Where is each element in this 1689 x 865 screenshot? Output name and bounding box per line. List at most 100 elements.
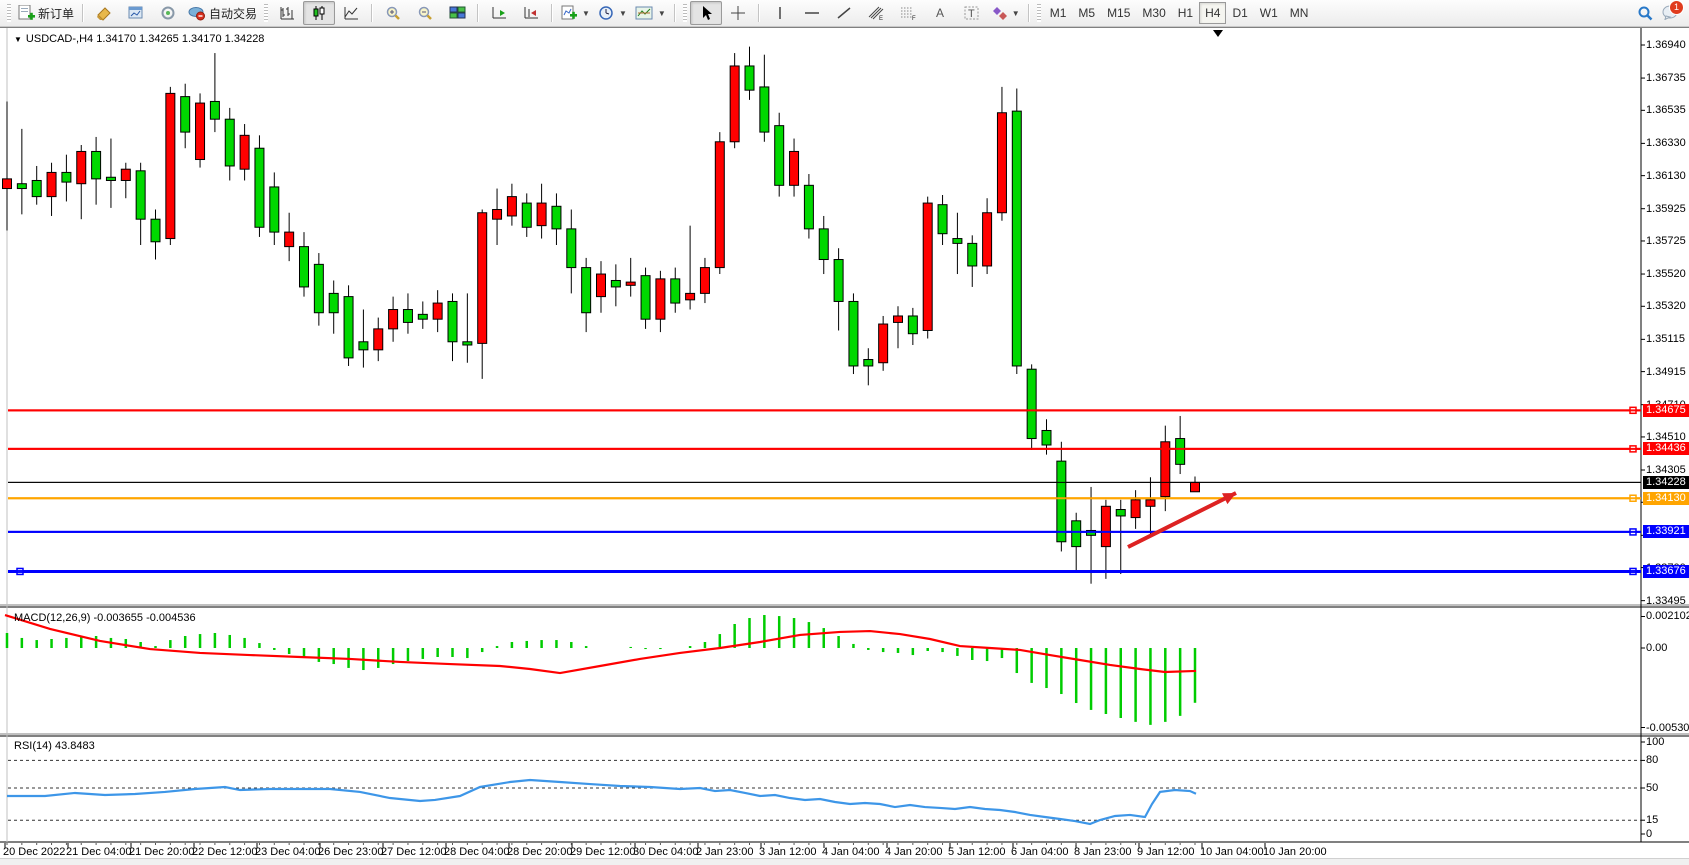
notification-button[interactable]: 1 — [1661, 0, 1684, 23]
cursor-icon — [702, 6, 712, 20]
indicators-button[interactable]: ▼ — [557, 1, 594, 25]
time-axis-label: 10 Jan 04:00 — [1200, 846, 1264, 858]
toolbar-separator — [551, 4, 554, 22]
chart-shift-icon — [524, 7, 538, 19]
toolbar-separator — [1027, 4, 1030, 22]
rsi-axis-tick: 80 — [1646, 754, 1659, 767]
chart-window: ▼ USDCAD-,H4 1.34170 1.34265 1.34170 1.34… — [0, 27, 1689, 859]
period-clock-icon — [599, 6, 613, 20]
tile-windows-icon — [449, 6, 466, 19]
timeframe-button-m30[interactable]: M30 — [1142, 6, 1166, 20]
trendline-icon — [837, 7, 851, 19]
annotation-arrow — [1127, 491, 1237, 549]
toolbar-separator — [82, 4, 85, 22]
indicators-dropdown-caret[interactable]: ▼ — [582, 8, 590, 18]
vertical-line-button[interactable] — [764, 1, 796, 25]
chart-window-button[interactable] — [120, 1, 152, 25]
toolbar-grip[interactable] — [682, 4, 687, 22]
cursor-button[interactable] — [689, 1, 722, 25]
rsi-axis-tick: 50 — [1646, 782, 1659, 794]
price-axis-tick: 1.36940 — [1646, 39, 1686, 51]
autotrade-icon — [188, 7, 206, 21]
channel-button[interactable]: E — [860, 1, 892, 25]
timeframe-button-d1[interactable]: D1 — [1232, 6, 1248, 20]
time-axis-label: 5 Jan 12:00 — [948, 846, 1006, 858]
price-axis-tick: 1.35520 — [1646, 268, 1686, 281]
timeframe-button-h1[interactable]: H1 — [1177, 6, 1194, 20]
timeframe-button-m5[interactable]: M5 — [1078, 6, 1096, 20]
main-toolbar: 新订单 自动交易 — [0, 0, 1689, 27]
zoom-out-icon — [418, 6, 432, 20]
period-dropdown-caret[interactable]: ▼ — [618, 8, 627, 18]
toolbar-grip[interactable] — [1036, 4, 1041, 22]
time-axis-label: 22 Dec 12:00 — [192, 846, 258, 858]
rsi-axis-tick: 0 — [1646, 828, 1653, 840]
arrows-dropdown-caret[interactable]: ▼ — [1011, 8, 1020, 18]
hline-price-tag: 1.34675 — [1643, 403, 1689, 417]
time-axis-label: 4 Jan 04:00 — [822, 846, 880, 858]
crosshair-button[interactable] — [722, 1, 754, 25]
arrows-icon — [992, 7, 1007, 20]
arrows-button[interactable]: ▼ — [988, 1, 1024, 25]
time-axis-label: 2 Jan 23:00 — [696, 846, 754, 858]
eraser-button[interactable] — [88, 1, 120, 25]
timeframe-button-mn[interactable]: MN — [1289, 6, 1309, 20]
template-button[interactable]: ▼ — [631, 1, 670, 25]
bid-price-tag: 1.34228 — [1643, 475, 1689, 489]
hline-price-tag: 1.34436 — [1643, 442, 1689, 456]
time-axis-label: 28 Dec 20:00 — [507, 846, 573, 858]
text-icon: A — [936, 6, 944, 20]
toolbar-separator — [757, 4, 760, 22]
crosshair-icon — [730, 6, 745, 20]
headset-button[interactable] — [152, 1, 184, 25]
template-dropdown-caret[interactable]: ▼ — [657, 8, 666, 18]
tile-windows-button[interactable] — [441, 1, 473, 25]
price-axis-tick: 1.36330 — [1646, 137, 1686, 150]
price-axis-tick: 1.35320 — [1646, 300, 1686, 313]
chart-title-collapse-icon[interactable]: ▼ — [14, 35, 22, 44]
time-axis-label: 30 Dec 04:00 — [633, 846, 699, 858]
template-icon — [635, 6, 653, 20]
zoom-out-button[interactable] — [409, 1, 441, 25]
status-bar — [0, 858, 1689, 865]
period-clock-button[interactable]: ▼ — [594, 1, 631, 25]
text-label-icon: T — [964, 6, 979, 20]
macd-axis-tick: -0.005303 — [1646, 721, 1689, 734]
trendline-button[interactable] — [828, 1, 860, 25]
notification-badge: 1 — [1669, 0, 1684, 15]
zoom-in-button[interactable] — [377, 1, 409, 25]
bar-chart-icon — [280, 7, 295, 20]
price-axis-tick: 1.33495 — [1646, 594, 1686, 607]
bar-chart-button[interactable] — [271, 1, 303, 25]
svg-text:T: T — [968, 8, 975, 20]
fibonacci-button[interactable]: F — [892, 1, 924, 25]
search-icon[interactable] — [1637, 5, 1653, 21]
toolbar-separator — [673, 4, 676, 22]
macd-axis-tick: 0.00 — [1646, 642, 1668, 654]
toolbar-grip[interactable] — [7, 4, 11, 22]
candlestick-chart-icon — [313, 6, 325, 20]
timeframe-button-h4[interactable]: H4 — [1199, 2, 1227, 24]
timeframe-button-m1[interactable]: M1 — [1049, 6, 1067, 20]
auto-scroll-button[interactable] — [483, 1, 515, 25]
chart-canvas[interactable] — [0, 28, 1689, 859]
horizontal-line-button[interactable] — [796, 1, 828, 25]
new-order-button[interactable]: 新订单 — [14, 1, 78, 25]
line-chart-button[interactable] — [335, 1, 367, 25]
vertical-line-icon — [779, 7, 781, 19]
price-axis-tick: 1.36535 — [1646, 104, 1686, 117]
timeframe-button-m15[interactable]: M15 — [1107, 6, 1131, 20]
chart-shift-button[interactable] — [515, 1, 547, 25]
indicators-icon — [561, 5, 578, 20]
new-order-icon — [18, 5, 35, 20]
text-label-button[interactable]: T — [956, 1, 988, 25]
text-button[interactable]: A — [924, 1, 956, 25]
timeframe-button-w1[interactable]: W1 — [1259, 6, 1278, 20]
toolbar-grip[interactable] — [264, 4, 269, 22]
time-axis-label: 4 Jan 20:00 — [885, 846, 943, 858]
candlestick-chart-button[interactable] — [303, 1, 336, 25]
price-axis-tick: 1.34305 — [1646, 464, 1686, 476]
time-axis-label: 21 Dec 04:00 — [66, 846, 132, 858]
autotrade-button[interactable]: 自动交易 — [184, 1, 261, 25]
